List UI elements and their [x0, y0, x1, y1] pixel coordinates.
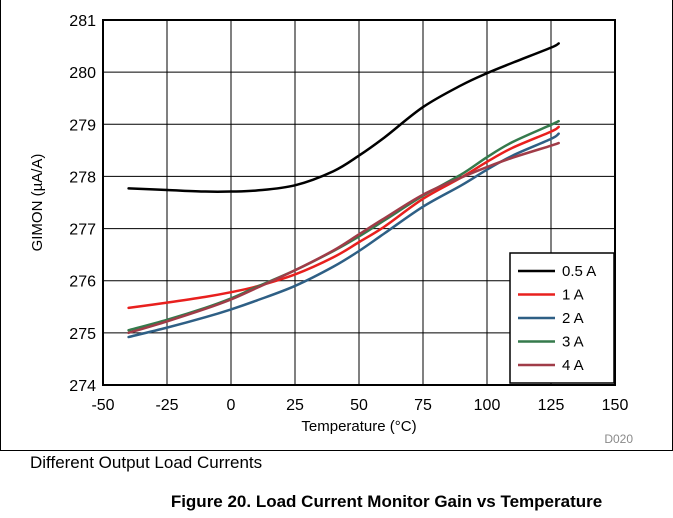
legend-label: 0.5 A — [562, 263, 596, 280]
x-tick-label: 125 — [538, 397, 565, 414]
x-tick-label: 100 — [474, 397, 501, 414]
grid — [103, 20, 615, 385]
y-tick-label: 280 — [69, 65, 96, 82]
figure-caption: Figure 20. Load Current Monitor Gain vs … — [170, 492, 603, 511]
x-tick-labels: -50 -25 0 25 50 75 100 125 150 — [91, 397, 628, 414]
legend-label: 3 A — [562, 334, 584, 351]
x-tick-label: -25 — [155, 397, 178, 414]
y-tick-label: 277 — [69, 222, 96, 239]
series-lines — [127, 42, 560, 339]
chart: -50 -25 0 25 50 75 100 125 150 27427527627727827… — [29, 13, 633, 446]
figure-code: D020 — [604, 432, 633, 446]
series-line-1 — [127, 125, 560, 310]
y-tick-label: 279 — [69, 117, 96, 134]
chart-subtitle: Different Output Load Currents — [30, 453, 263, 472]
x-tick-label: 50 — [350, 397, 368, 414]
legend-label: 1 A — [562, 287, 584, 304]
y-tick-label: 281 — [69, 13, 96, 30]
x-tick-label: 75 — [414, 397, 432, 414]
y-axis-label: GIMON (µA/A) — [29, 154, 46, 252]
legend-label: 4 A — [562, 357, 584, 374]
x-tick-label: -50 — [91, 397, 114, 414]
y-tick-labels: 274 275 276 277 278 279 280 281 — [69, 13, 96, 395]
y-tick-label: 278 — [69, 169, 96, 186]
legend-label: 2 A — [562, 310, 584, 327]
legend: 0.5 A 1 A 2 A 3 A 4 A — [509, 252, 615, 384]
x-axis-label: Temperature (°C) — [301, 418, 416, 435]
series-line-4 — [127, 141, 560, 335]
plot-border — [102, 19, 616, 386]
y-tick-label: 275 — [69, 326, 96, 343]
y-tick-label: 276 — [69, 274, 96, 291]
x-tick-label: 25 — [286, 397, 304, 414]
x-tick-label: 150 — [602, 397, 629, 414]
series-line-0 — [127, 42, 560, 193]
x-tick-label: 0 — [227, 397, 236, 414]
y-tick-label: 274 — [69, 378, 96, 395]
